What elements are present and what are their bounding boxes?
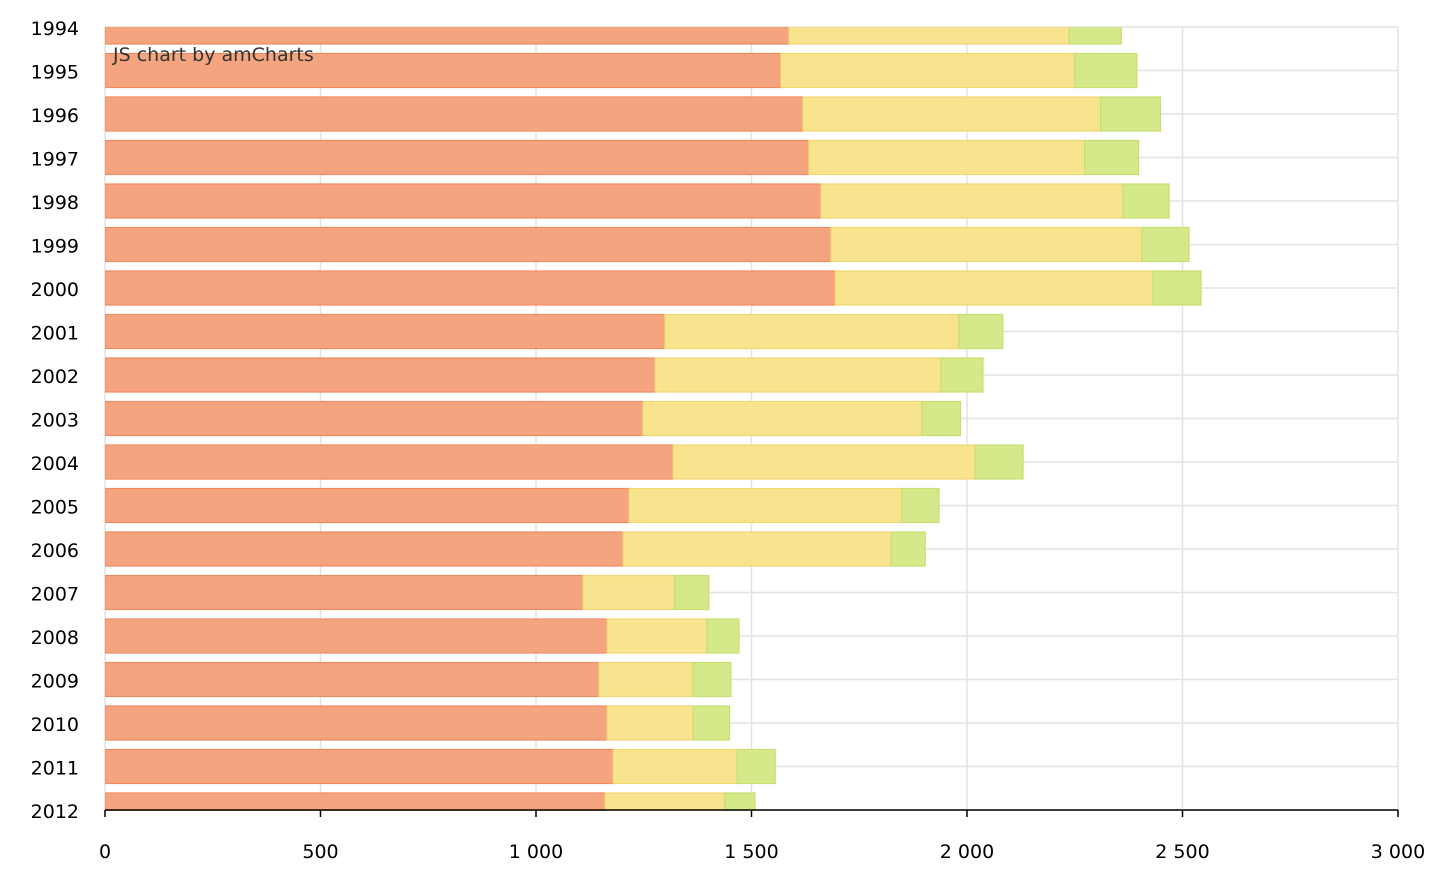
y-tick-label: 2010 [31,714,79,736]
bar-segment [890,531,926,567]
bar-segment [674,574,710,611]
bar-segment [622,531,892,567]
y-tick-label: 2005 [31,497,79,519]
y-tick-label: 2011 [31,758,79,780]
bar-segment [105,748,614,785]
bar-segment [830,226,1143,263]
bar-segment [692,661,732,698]
y-tick-label: 2012 [31,801,79,823]
bar-segment [802,96,1102,132]
bar-segment [105,96,804,132]
bar-segment [958,313,1004,350]
bar-segment [672,444,976,480]
y-tick-label: 1996 [31,105,79,127]
bar-segment [105,183,822,219]
bar-segment [105,52,782,89]
bar-segment [612,748,738,785]
x-tick-label: 3 000 [1371,841,1425,863]
bar-segment [105,444,674,480]
y-tick-label: 2007 [31,584,79,606]
y-tick-label: 2008 [31,627,79,649]
amcharts-credit[interactable]: JS chart by amCharts [112,44,314,66]
y-tick-label: 2002 [31,366,79,388]
x-tick-label: 1 000 [509,841,563,863]
bar-segment [606,618,708,654]
bar-segment [1068,27,1122,45]
bar-segment [105,618,608,654]
bar-segment [664,313,960,350]
bar-segment [706,618,740,654]
bar-segment [901,487,940,524]
bar-segment [105,270,836,306]
y-tick-label: 2004 [31,453,79,475]
x-tick-label: 2 000 [940,841,994,863]
bar-segment [974,444,1024,480]
y-tick-label: 2000 [31,279,79,301]
bar-segment [642,400,923,437]
bar-segment [1141,226,1190,263]
y-tick-label: 2006 [31,540,79,562]
y-tick-label: 1994 [31,18,79,40]
bar-segment [1084,139,1140,176]
bar-segment [921,400,962,437]
x-tick-label: 2 500 [1155,841,1209,863]
bar-segment [105,531,624,567]
y-tick-label: 2003 [31,410,79,432]
bar-segment [582,574,676,611]
bar-segment [628,487,903,524]
y-tick-label: 2009 [31,671,79,693]
bar-segment [598,661,694,698]
bar-segment [654,357,942,393]
y-tick-label: 1999 [31,236,79,258]
bar-segment [820,183,1124,219]
bar-segment [692,705,731,741]
bar-segment [105,226,832,263]
bar-segment [1152,270,1202,306]
bar-segment [105,487,630,524]
x-tick-label: 1 500 [724,841,778,863]
bar-segment [105,313,666,350]
bar-segment [1074,52,1138,89]
bar-segment [780,52,1076,89]
bar-segment [940,357,984,393]
bar-segment [788,27,1070,45]
bar-segment [105,357,656,393]
bar-segment [736,748,776,785]
bar-segment [105,139,810,176]
bar-segment [105,574,584,611]
bar-segment [808,139,1086,176]
y-tick-label: 1995 [31,62,79,84]
bar-segment [105,661,600,698]
bar-segment [1100,96,1162,132]
bar-segment [606,705,694,741]
bar-segment [105,400,644,437]
bar-segment [105,705,608,741]
bar-segment [834,270,1154,306]
bar-segment [1122,183,1170,219]
x-tick-label: 0 [99,841,111,863]
axes: 0 500 1 000 1 500 2 000 2 500 3 000 1994 1995 199… [31,18,1426,863]
y-tick-label: 1997 [31,149,79,171]
y-tick-label: 2001 [31,323,79,345]
x-tick-label: 500 [302,841,338,863]
y-tick-label: 1998 [31,192,79,214]
bar-segment [105,27,790,45]
bars [105,27,1202,811]
